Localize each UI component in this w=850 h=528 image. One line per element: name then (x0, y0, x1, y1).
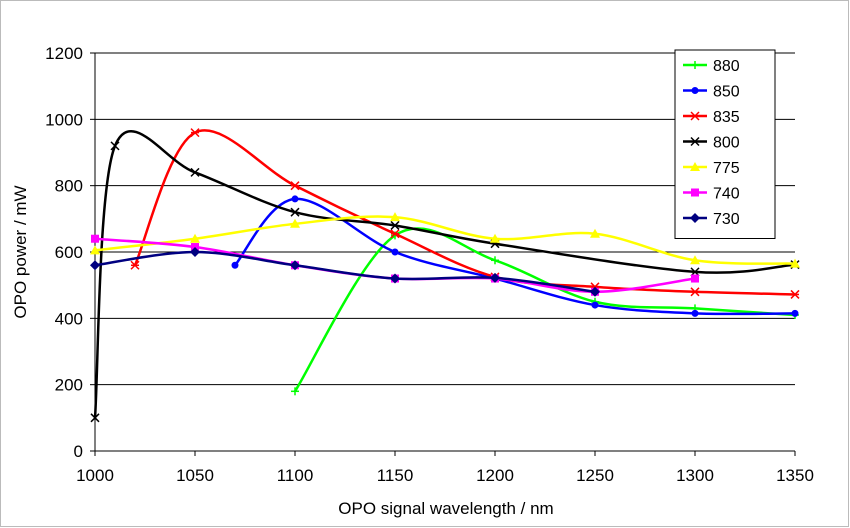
data-point-730 (290, 260, 300, 271)
series-line-880 (293, 227, 796, 392)
data-point-850 (291, 195, 299, 203)
data-point-835 (390, 229, 400, 239)
x-tick-label: 1150 (377, 466, 414, 485)
data-point-730 (490, 272, 500, 283)
data-point-800 (390, 220, 400, 230)
data-point-850 (591, 301, 599, 309)
data-point-850 (691, 309, 699, 317)
legend-item-740: 740 (683, 186, 740, 203)
tick-labels: 0 200 400 600 800 1000 1200 1000 1050 1100 1150 120… (45, 44, 814, 485)
data-point-775 (390, 212, 400, 222)
legend-marker (690, 111, 700, 121)
legend-item-850: 850 (683, 84, 740, 101)
series-group (90, 128, 800, 423)
legend-item-800: 800 (683, 135, 740, 152)
data-point-835 (690, 287, 700, 297)
data-point-775 (190, 233, 200, 243)
data-point-850 (391, 248, 399, 256)
data-point-730 (590, 286, 600, 297)
data-point-800 (290, 207, 300, 217)
legend-label: 730 (713, 211, 740, 228)
x-tick-label: 1100 (277, 466, 314, 485)
x-axis-title: OPO signal wavelength / nm (338, 499, 553, 518)
series-line-730 (94, 250, 596, 294)
data-point-800 (90, 413, 100, 423)
data-point-850 (231, 261, 239, 269)
legend-item-775: 775 (683, 160, 740, 177)
legend-item-835: 835 (683, 109, 740, 126)
x-tick-label: 1300 (676, 466, 714, 485)
legend-label: 835 (713, 109, 740, 126)
y-tick-label: 400 (55, 309, 83, 328)
data-point-730 (190, 247, 200, 257)
y-tick-label: 600 (55, 243, 83, 262)
data-point-775 (690, 255, 700, 265)
legend-marker (691, 61, 699, 69)
data-point-800 (190, 167, 200, 177)
x-tick-label: 1050 (176, 466, 214, 485)
data-point-740 (691, 274, 699, 283)
data-point-835 (790, 289, 800, 299)
legend-label: 850 (713, 84, 740, 101)
legend-label: 740 (713, 186, 740, 203)
data-point-800 (110, 141, 120, 151)
y-axis-title: OPO power / mW (11, 185, 30, 318)
series-775 (90, 212, 800, 268)
x-tick-label: 1000 (76, 466, 114, 485)
y-tick-label: 1000 (45, 110, 83, 129)
legend-marker (690, 213, 700, 223)
y-tick-label: 0 (74, 442, 83, 461)
legend-marker (690, 136, 700, 147)
data-point-775 (290, 218, 300, 228)
data-point-730 (90, 260, 100, 271)
legend-label: 880 (713, 58, 740, 75)
x-tick-label: 1350 (776, 466, 814, 485)
legend: 880 850 835 800 775 740 730 (674, 49, 776, 239)
data-point-775 (590, 228, 600, 238)
legend-marker (691, 87, 699, 94)
y-tick-label: 800 (55, 177, 83, 196)
y-tick-label: 1200 (45, 44, 83, 63)
legend-item-730: 730 (683, 211, 740, 228)
x-tick-label: 1200 (476, 466, 514, 485)
data-point-775 (90, 245, 100, 255)
legend-label: 800 (713, 135, 740, 152)
data-point-740 (91, 234, 99, 243)
data-point-880 (291, 387, 299, 396)
legend-marker (691, 188, 699, 197)
data-point-835 (190, 128, 200, 138)
x-tick-label: 1250 (576, 466, 614, 485)
data-point-880 (491, 256, 499, 265)
y-tick-label: 200 (55, 376, 83, 395)
data-point-835 (290, 181, 300, 191)
legend-marker (690, 162, 700, 171)
data-point-835 (130, 260, 140, 270)
legend-label: 775 (713, 160, 740, 177)
series-line-775 (94, 215, 796, 265)
data-point-775 (790, 258, 800, 268)
data-point-775 (490, 233, 500, 243)
series-730 (90, 247, 600, 297)
legend-item-880: 880 (683, 58, 740, 75)
data-point-730 (390, 273, 400, 284)
data-point-850 (791, 309, 799, 317)
